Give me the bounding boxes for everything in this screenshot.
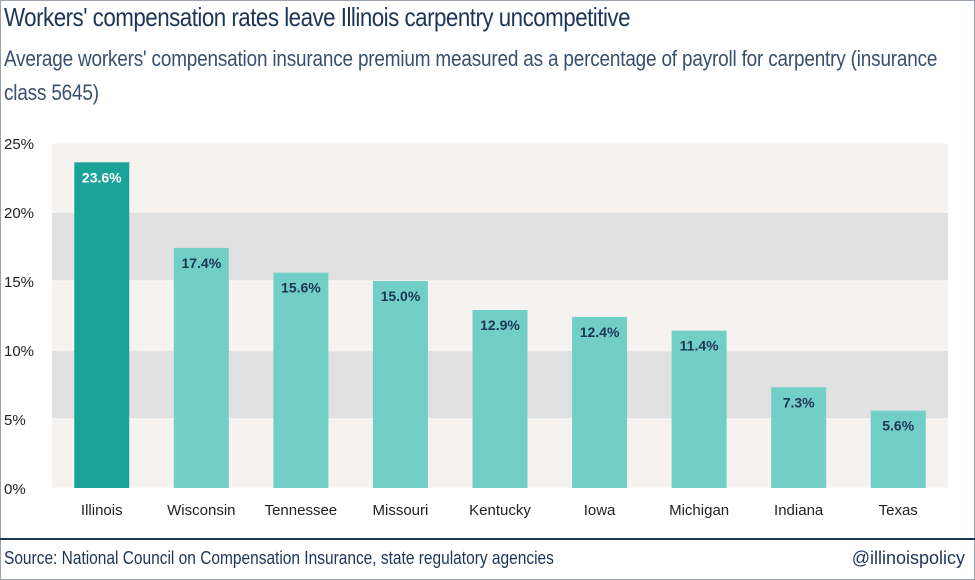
social-handle[interactable]: @illinoispolicy [851,548,965,568]
x-tick-label: Kentucky [469,502,531,519]
y-tick-label: 10% [4,343,34,360]
bar [771,387,827,488]
bar-chart: 0% 5% 10% 15% 20% 25% 23.6% 17.4% 15.6% 15.0% 12.… [4,136,948,519]
x-tick-label: Tennessee [265,502,338,519]
y-tick-label: 5% [4,412,26,429]
bar [671,330,727,488]
x-tick-label: Indiana [774,502,824,519]
data-label: 15.6% [281,280,321,296]
bar [572,316,628,488]
data-label: 15.0% [381,288,421,304]
bar [870,410,926,488]
bar [472,309,528,488]
data-label: 12.4% [580,324,620,340]
chart-title: Workers' compensation rates leave Illino… [4,2,631,32]
data-label: 11.4% [680,338,719,354]
data-label: 17.4% [181,255,221,271]
bar [372,281,428,488]
data-label: 7.3% [783,394,815,410]
chart-subtitle: Average workers' compensation insurance … [4,46,938,105]
y-tick-label: 0% [4,481,26,498]
x-tick-label: Iowa [584,502,616,519]
data-label: 12.9% [480,317,520,333]
x-tick-label: Missouri [373,502,429,519]
x-tick-label: Michigan [669,502,729,519]
bar [273,272,329,488]
y-tick-label: 20% [4,205,34,222]
bar [173,247,229,488]
data-label: 23.6% [82,169,122,185]
x-tick-label: Texas [879,502,918,519]
x-tick-label: Wisconsin [167,502,235,519]
bars: 23.6% 17.4% 15.6% 15.0% 12.9% 12.4% 11.4% 7.3% 5… [74,162,926,488]
bar [74,162,130,488]
source-note: Source: National Council on Compensation… [4,548,554,568]
y-axis: 0% 5% 10% 15% 20% 25% [4,136,34,498]
footer-rule [0,538,975,540]
y-tick-label: 15% [4,274,34,291]
grid-band [52,143,948,212]
data-label: 5.6% [882,418,914,434]
x-tick-label: Illinois [81,502,123,519]
y-tick-label: 25% [4,136,34,153]
x-axis: Illinois Wisconsin Tennessee Missouri Kentuc… [81,502,918,519]
